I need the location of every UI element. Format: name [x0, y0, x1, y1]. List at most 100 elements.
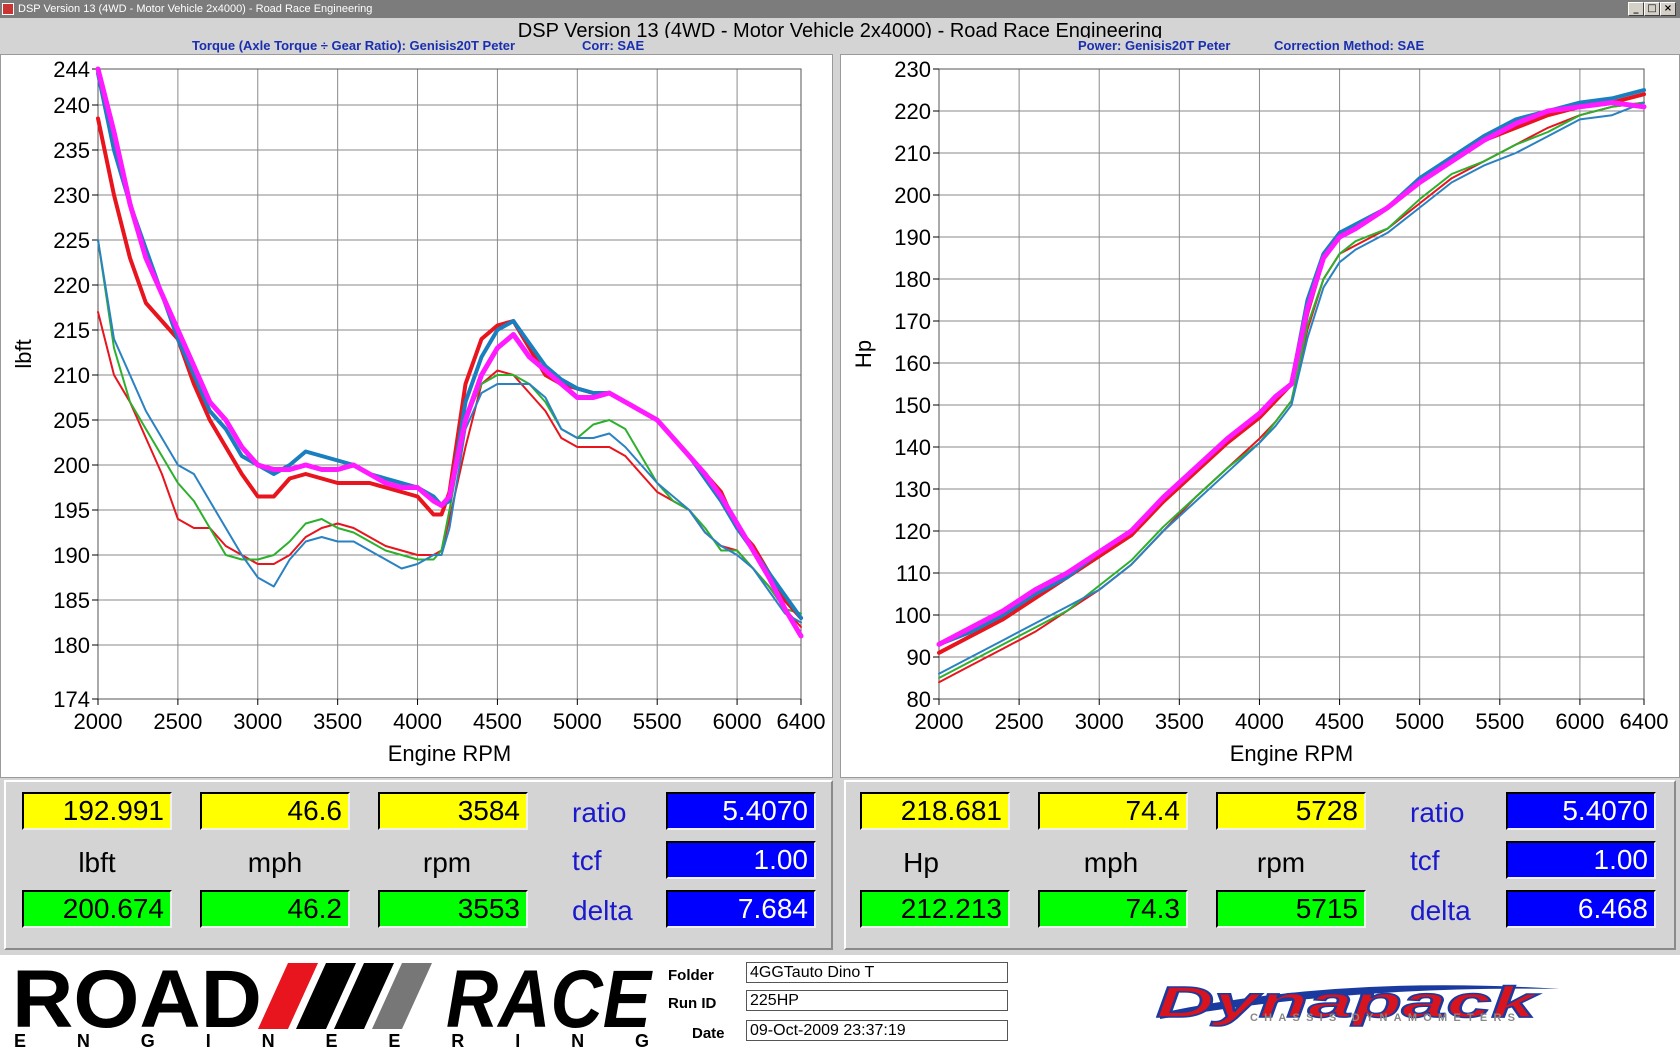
series-line-1 [96, 116, 803, 620]
ratio-label: ratio [1410, 797, 1465, 828]
tcf-value: 1.00 [1506, 841, 1656, 879]
y-tick-label: 200 [53, 453, 90, 478]
x-tick-label: 6400 [777, 709, 826, 734]
footer: ROAD RACE E N G I N E E R I N G Folder 4… [0, 955, 1680, 1050]
delta-label: delta [572, 895, 633, 926]
minimize-icon[interactable]: _ [1628, 2, 1644, 16]
torque-chart[interactable]: 174 180 185 190 195 200 205 210 215 220 225 230 235 2… [1, 55, 834, 779]
x-tick-label: 5000 [1395, 709, 1444, 734]
power-chart-panel[interactable]: 80 90 100 110 120 130 140 150 160 170 180 190 200 210… [840, 54, 1680, 778]
y-tick-label: 170 [894, 309, 931, 334]
y-tick-label: 100 [894, 603, 931, 628]
window-title: DSP Version 13 (4WD - Motor Vehicle 2x40… [18, 3, 373, 15]
cursor-rpm-value: 3584 [378, 792, 528, 830]
ref-rpm-value: 5715 [1216, 890, 1366, 928]
y-tick-label: 240 [53, 93, 90, 118]
y-tick-label: 90 [907, 645, 931, 670]
x-tick-label: 3500 [313, 709, 362, 734]
series-line-2 [937, 88, 1646, 647]
logo-stripe-black-2 [334, 963, 394, 1029]
ratio-value: 5.4070 [666, 792, 816, 830]
x-tick-label: 5000 [553, 709, 602, 734]
ref-rpm-value: 3553 [378, 890, 528, 928]
plot-frame [97, 68, 802, 700]
torque-chart-panel[interactable]: 174 180 185 190 195 200 205 210 215 220 225 230 235 2… [0, 54, 833, 778]
series-line-4 [97, 311, 802, 628]
unit-speed-label: mph [247, 847, 303, 878]
x-tick-label: 4000 [1235, 709, 1284, 734]
tcf-label: tcf [572, 845, 602, 876]
tcf-label: tcf [1410, 845, 1440, 876]
y-tick-label: 235 [53, 138, 90, 163]
delta-label: delta [1410, 895, 1471, 926]
logo-swoosh [1160, 985, 1560, 1019]
plot-frame [938, 68, 1645, 700]
restore-icon[interactable]: □ [1644, 2, 1660, 16]
y-tick-label: 210 [53, 363, 90, 388]
runid-field[interactable]: 225HP [746, 990, 1008, 1011]
x-tick-label: 2500 [153, 709, 202, 734]
runid-label: Run ID [668, 995, 717, 1012]
series-line-6 [97, 239, 802, 624]
date-label: Date [692, 1025, 725, 1042]
ratio-value: 5.4070 [1506, 792, 1656, 830]
power-chart[interactable]: 80 90 100 110 120 130 140 150 160 170 180 190 200 210… [841, 55, 1680, 779]
x-tick-label: 6000 [713, 709, 762, 734]
delta-value: 6.468 [1506, 890, 1656, 928]
y-axis-label: Hp [851, 340, 876, 368]
unit-power-label: Hp [903, 847, 939, 878]
x-axis-label: Engine RPM [388, 741, 512, 766]
power-corr-header: Correction Method: SAE [1274, 38, 1425, 53]
x-tick-label: 3500 [1155, 709, 1204, 734]
torque-header: Torque (Axle Torque ÷ Gear Ratio): Genis… [192, 38, 516, 53]
main-title: DSP Version 13 (4WD - Motor Vehicle 2x40… [517, 20, 1163, 38]
y-tick-label: 195 [53, 498, 90, 523]
unit-rpm-label: rpm [422, 847, 472, 878]
logo-stripe-grey [372, 963, 432, 1029]
x-axis-label: Engine RPM [1230, 741, 1354, 766]
y-tick-label: 200 [894, 183, 931, 208]
x-tick-label: 4500 [473, 709, 522, 734]
ratio-label: ratio [572, 797, 627, 828]
ref-speed-value: 74.3 [1038, 890, 1188, 928]
date-field[interactable]: 09-Oct-2009 23:37:19 [746, 1020, 1008, 1041]
power-readout-panel: 218.681 74.4 5728 Hp mph rpm 212.213 74.… [844, 780, 1676, 950]
folder-label: Folder [668, 967, 714, 984]
x-tick-label: 4500 [1315, 709, 1364, 734]
y-tick-label: 230 [894, 57, 931, 82]
logo-stripe-black [296, 963, 356, 1029]
y-tick-label: 190 [894, 225, 931, 250]
y-tick-label: 110 [896, 561, 931, 586]
y-tick-label: 190 [53, 543, 90, 568]
y-tick-label: 130 [894, 477, 931, 502]
power-header: Power: Genisis20T Peter [1078, 38, 1231, 53]
cursor-speed-value: 46.6 [200, 792, 350, 830]
series-line-5 [97, 239, 802, 615]
ref-power-value: 212.213 [860, 890, 1010, 928]
unit-torque-label: lbft [78, 847, 116, 878]
series-line-3 [936, 100, 1647, 647]
y-tick-label: 185 [53, 588, 90, 613]
logo-race-text: RACE [446, 955, 653, 1045]
y-tick-label: 150 [894, 393, 931, 418]
x-tick-label: 5500 [633, 709, 682, 734]
y-tick-label: 230 [53, 183, 90, 208]
folder-field[interactable]: 4GGTauto Dino T [746, 962, 1008, 983]
dynapack-logo: Dynapack CHASSIS DYNAMOMETERS [1155, 977, 1560, 1028]
y-tick-label: 244 [53, 57, 90, 82]
series-line-2 [96, 71, 803, 620]
window-title-bar[interactable]: DSP Version 13 (4WD - Motor Vehicle 2x40… [0, 0, 1680, 18]
y-tick-label: 180 [53, 633, 90, 658]
y-tick-label: 140 [894, 435, 931, 460]
road-race-logo: ROAD RACE E N G I N E E R I N G [12, 955, 653, 1050]
app-icon [2, 3, 14, 15]
y-tick-label: 220 [53, 273, 90, 298]
torque-corr-header: Corr: SAE [582, 38, 645, 53]
close-icon[interactable]: × [1660, 2, 1676, 16]
y-axis-label: lbft [11, 339, 36, 368]
y-tick-label: 215 [53, 318, 90, 343]
series-line-4 [938, 101, 1645, 684]
logo-dynapack-text: Dynapack [1156, 978, 1541, 1027]
torque-readout-panel: 192.991 46.6 3584 lbft mph rpm 200.674 4… [4, 780, 833, 950]
y-tick-label: 174 [53, 687, 90, 712]
